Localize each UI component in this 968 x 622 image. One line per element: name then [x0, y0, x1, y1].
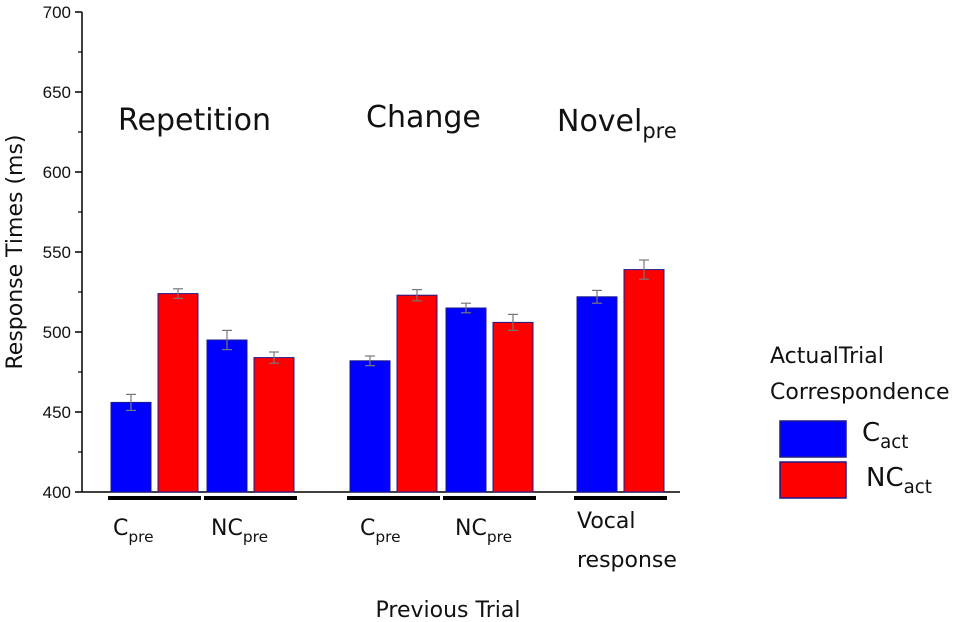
- bar-0-1-1: [253, 357, 295, 493]
- error-bar: [365, 355, 375, 367]
- bar-0-0-0: [110, 401, 152, 493]
- category-label-0-1-sub: pre: [243, 528, 268, 546]
- category-label-line2: response: [577, 548, 677, 573]
- category-label-0-1: NCpre: [211, 516, 268, 546]
- category-label-0-0-sub: pre: [128, 528, 153, 546]
- bars: [110, 259, 665, 493]
- group-title-2: Novelpre: [557, 104, 677, 143]
- group-title-0-main: Repetition: [118, 103, 271, 138]
- error-bar: [639, 259, 649, 280]
- y-axis-title: Response Times (ms): [3, 134, 28, 369]
- y-tick-label: 700: [43, 3, 71, 22]
- y-tick-label: 500: [43, 323, 71, 342]
- category-label-1-0: Cpre: [360, 516, 401, 546]
- error-bar: [222, 329, 232, 351]
- legend-swatch-1: [779, 461, 847, 499]
- bar-0-0-1: [157, 293, 199, 493]
- bar-1-1-0: [445, 307, 487, 493]
- category-label-1-0-main: C: [360, 516, 375, 541]
- category-label-2-0-main: Vocal: [577, 509, 636, 534]
- category-label-1-1: NCpre: [455, 516, 512, 546]
- bar-1-1-1: [492, 321, 534, 493]
- category-label-0-0: Cpre: [113, 516, 154, 546]
- group-title-1: Change: [366, 100, 481, 135]
- legend-title-line2: Correspondence: [770, 380, 949, 405]
- bar-0-1-0: [206, 339, 248, 493]
- y-tick-label: 600: [43, 163, 71, 182]
- y-tick-label: 550: [43, 243, 71, 262]
- x-axis-title: Previous Trial: [376, 598, 521, 622]
- legend-title-line1: ActualTrial: [770, 344, 884, 369]
- legend-label-0: Cact: [862, 418, 908, 453]
- group-title-2-main: Novel: [557, 104, 642, 139]
- legend-swatch-0: [779, 420, 847, 458]
- error-bar: [126, 393, 136, 411]
- group-title-1-main: Change: [366, 100, 481, 135]
- error-bar: [461, 302, 471, 314]
- group-title-0: Repetition: [118, 103, 271, 138]
- category-label-0-0-main: C: [113, 516, 128, 541]
- bar-1-0-0: [349, 360, 391, 493]
- legend-label-0-main: C: [862, 418, 880, 448]
- category-label-0-1-main: NC: [211, 516, 243, 541]
- error-bar: [508, 313, 518, 331]
- error-bar: [173, 288, 183, 299]
- legend-label-0-sub: act: [880, 432, 908, 453]
- bar-2-0-0: [576, 296, 618, 493]
- category-label-1-0-sub: pre: [375, 528, 400, 546]
- error-bar: [412, 289, 422, 302]
- category-label-1-1-main: NC: [455, 516, 487, 541]
- error-bar: [592, 289, 602, 304]
- legend-label-1-sub: act: [904, 477, 932, 498]
- error-bar: [269, 351, 279, 364]
- group-title-2-sub: pre: [642, 119, 676, 143]
- y-tick-label: 650: [43, 83, 71, 102]
- bar-1-0-1: [396, 294, 438, 493]
- category-label-2-0: Vocal: [577, 509, 636, 534]
- y-tick-label: 450: [43, 403, 71, 422]
- y-tick-label: 400: [43, 483, 71, 502]
- bar-2-0-1: [623, 269, 665, 493]
- legend-label-1-main: NC: [866, 463, 904, 493]
- category-label-1-1-sub: pre: [487, 528, 512, 546]
- group-titles: Repetition Change Novelpre: [118, 100, 677, 143]
- legend-label-1: NCact: [866, 463, 932, 498]
